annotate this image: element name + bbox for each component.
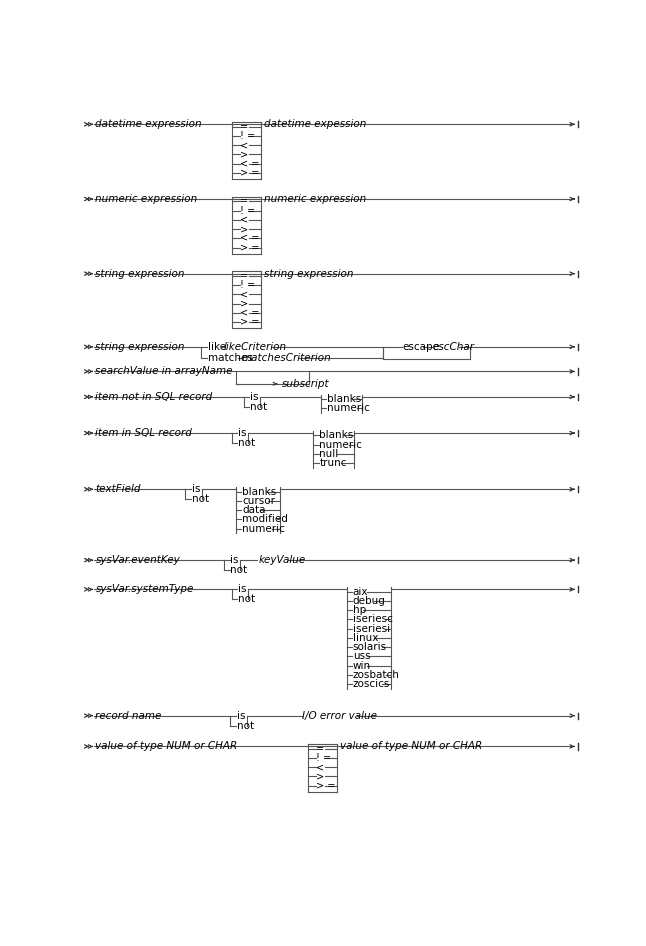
- Text: iseriesc: iseriesc: [353, 614, 393, 624]
- Text: hp: hp: [353, 605, 366, 615]
- Text: < =: < =: [240, 308, 260, 318]
- Text: =: =: [240, 271, 249, 281]
- Text: not: not: [238, 594, 255, 604]
- Text: numeric expression: numeric expression: [96, 194, 198, 204]
- Text: trunc: trunc: [320, 458, 347, 468]
- Text: datetime expession: datetime expession: [264, 119, 367, 130]
- Text: record name: record name: [96, 710, 162, 721]
- Text: string expression: string expression: [96, 342, 185, 352]
- Text: > =: > =: [240, 317, 260, 327]
- Text: zoscics: zoscics: [353, 679, 390, 689]
- Text: matches: matches: [208, 353, 253, 362]
- Text: blanks: blanks: [320, 430, 354, 441]
- Text: value of type NUM or CHAR: value of type NUM or CHAR: [96, 742, 238, 751]
- Text: like: like: [208, 342, 226, 352]
- Text: > =: > =: [240, 167, 260, 178]
- Text: data: data: [242, 505, 266, 515]
- Text: <: <: [240, 215, 249, 225]
- Text: solaris: solaris: [353, 642, 387, 652]
- Text: keyValue: keyValue: [258, 555, 306, 565]
- Text: searchValue in arrayName: searchValue in arrayName: [96, 366, 233, 377]
- Text: linux: linux: [353, 633, 378, 643]
- Text: =: =: [240, 122, 249, 131]
- Text: is: is: [192, 484, 200, 494]
- Text: blanks: blanks: [242, 486, 276, 497]
- Text: numeric: numeric: [320, 440, 362, 449]
- Text: > =: > =: [317, 780, 336, 791]
- Text: <: <: [240, 289, 249, 300]
- Text: =: =: [240, 197, 249, 206]
- Text: string expression: string expression: [96, 269, 185, 279]
- Text: item not in SQL record: item not in SQL record: [96, 392, 213, 402]
- Text: >: >: [240, 299, 249, 308]
- Text: I/O error value: I/O error value: [302, 710, 377, 721]
- Text: item in SQL record: item in SQL record: [96, 429, 193, 438]
- Text: is: is: [238, 585, 247, 594]
- Text: numeric: numeric: [328, 403, 370, 413]
- Text: string expression: string expression: [264, 269, 354, 279]
- Text: likeCriterion: likeCriterion: [224, 342, 287, 352]
- Text: is: is: [231, 555, 239, 565]
- Text: not: not: [236, 721, 254, 730]
- Text: escape: escape: [402, 342, 439, 352]
- Text: subscript: subscript: [282, 378, 329, 389]
- Text: not: not: [250, 402, 267, 412]
- Text: > =: > =: [240, 242, 260, 253]
- Text: ! =: ! =: [240, 280, 256, 290]
- Text: win: win: [353, 660, 371, 671]
- Text: < =: < =: [240, 159, 260, 168]
- Text: value of type NUM or CHAR: value of type NUM or CHAR: [340, 742, 483, 751]
- Text: <: <: [240, 140, 249, 150]
- Text: zosbatch: zosbatch: [353, 670, 400, 680]
- Text: textField: textField: [96, 484, 141, 494]
- Text: escChar: escChar: [433, 342, 475, 352]
- Text: ! =: ! =: [317, 753, 331, 763]
- Text: >: >: [240, 149, 249, 159]
- Text: sysVar.systemType: sysVar.systemType: [96, 585, 194, 594]
- Text: matchesCriterion: matchesCriterion: [241, 353, 331, 362]
- Text: is: is: [236, 710, 245, 721]
- Text: aix: aix: [353, 587, 368, 597]
- Text: >: >: [317, 772, 324, 781]
- Text: is: is: [238, 429, 247, 438]
- Text: blanks: blanks: [328, 394, 362, 404]
- Text: numeric expression: numeric expression: [264, 194, 367, 204]
- Text: not: not: [231, 565, 247, 575]
- Text: sysVar.eventKey: sysVar.eventKey: [96, 555, 180, 565]
- Text: not: not: [238, 438, 255, 448]
- Text: debug: debug: [353, 596, 386, 606]
- Text: null: null: [320, 448, 339, 459]
- Text: >: >: [240, 224, 249, 234]
- Text: ! =: ! =: [240, 205, 256, 216]
- Text: <: <: [317, 762, 324, 772]
- Text: ! =: ! =: [240, 131, 256, 141]
- Text: iseriesi: iseriesi: [353, 623, 390, 634]
- Text: not: not: [192, 495, 209, 504]
- Text: numeric: numeric: [242, 523, 285, 534]
- Text: =: =: [317, 744, 324, 754]
- Text: < =: < =: [240, 234, 260, 243]
- Text: datetime expression: datetime expression: [96, 119, 202, 130]
- Text: modified: modified: [242, 515, 288, 524]
- Text: uss: uss: [353, 652, 370, 661]
- Text: is: is: [250, 392, 258, 402]
- Text: cursor: cursor: [242, 496, 275, 506]
